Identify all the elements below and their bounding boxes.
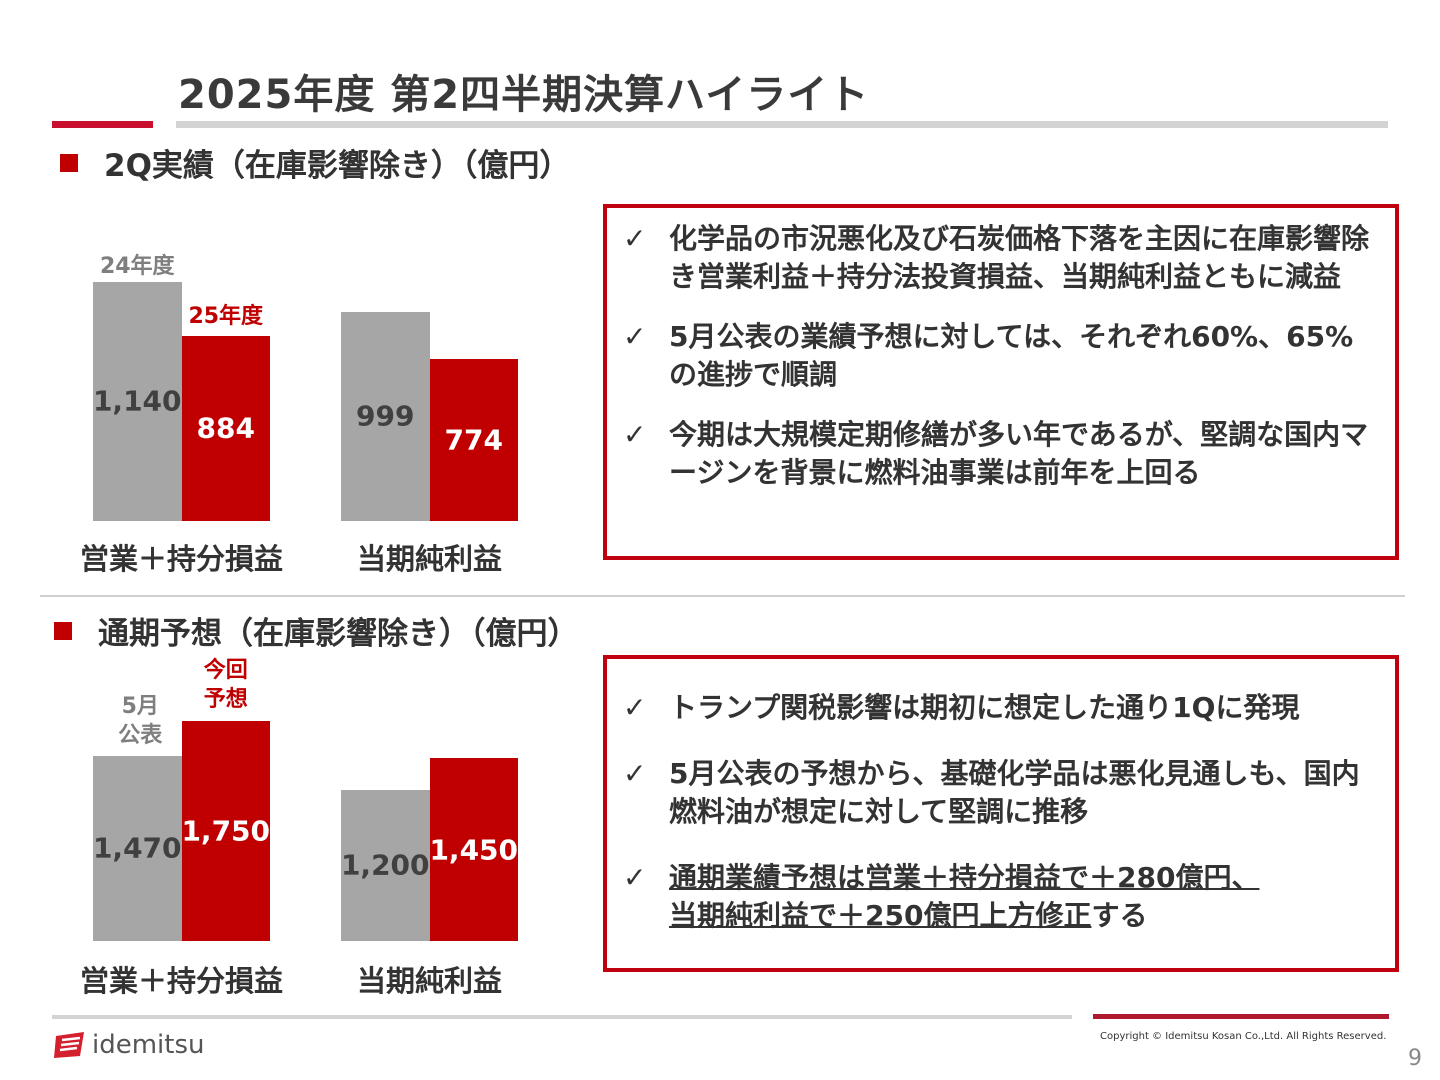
bar-charts: 1,140 884 営業＋持分損益 999 774 当期純利益 24年度 25年度 1,470 1… — [0, 0, 600, 1080]
legend-label-line: 5月 — [121, 694, 159, 719]
title-accent-bar — [52, 121, 153, 128]
legend-label: 今回 予想 — [176, 656, 276, 714]
legend-label: 5月公表 — [90, 692, 190, 750]
bar — [429, 358, 518, 521]
page-number: 9 — [1408, 1046, 1422, 1071]
bullet-item: ✓ 化学品の市況悪化及び石炭価格下落を主因に在庫影響除き営業利益＋持分法投資損益、… — [623, 220, 1375, 296]
square-bullet-icon — [60, 153, 78, 172]
bullet-item: ✓ 5月公表の予想から、基礎化学品は悪化見通しも、国内燃料油が想定に対して堅調に推… — [623, 755, 1375, 831]
check-icon: ✓ — [623, 418, 647, 451]
bar — [93, 755, 182, 941]
bar — [341, 789, 430, 941]
check-icon: ✓ — [623, 222, 647, 255]
data-label: 999 — [356, 399, 415, 433]
data-label: 1,750 — [181, 814, 271, 848]
bar — [181, 335, 270, 521]
category-label: 当期純利益 — [356, 964, 502, 998]
bullet-item: ✓ トランプ関税影響は期初に想定した通り1Qに発現 — [623, 689, 1375, 727]
bullet-text: 5月公表の予想から、基礎化学品は悪化見通しも、国内燃料油が想定に対して堅調に推移 — [669, 757, 1360, 828]
footer-accent-line — [1093, 1014, 1389, 1019]
page-title: 2025年度 第2四半期決算ハイライト — [178, 72, 870, 118]
legend-label-line: 予想 — [203, 687, 248, 712]
underlined-text: 通期業績予想は営業＋持分損益で＋280億円、 — [669, 861, 1260, 894]
check-icon: ✓ — [623, 691, 647, 724]
data-label: 1,200 — [340, 848, 430, 882]
idemitsu-logo: idemitsu — [52, 1030, 205, 1060]
bullet-item: ✓ 今期は大規模定期修繕が多い年であるが、堅調な国内マージンを背景に燃料油事業は前… — [623, 416, 1375, 492]
logo-text: idemitsu — [92, 1030, 205, 1060]
bullet-text: 通期業績予想は営業＋持分損益で＋280億円、 当期純利益で＋250億円上方修正する — [669, 859, 1259, 935]
data-label: 884 — [196, 411, 255, 445]
underlined-text: 当期純利益で＋250億円上方修正 — [669, 899, 1092, 932]
section-heading-2q: 2Q実績（在庫影響除き）（億円） — [60, 140, 570, 185]
legend-label-line: 今回 — [203, 658, 248, 683]
bullet-text: 化学品の市況悪化及び石炭価格下落を主因に在庫影響除き営業利益＋持分法投資損益、当… — [669, 222, 1370, 293]
footer-line — [52, 1015, 1072, 1019]
highlights-box-2q: ✓ 化学品の市況悪化及び石炭価格下落を主因に在庫影響除き営業利益＋持分法投資損益、… — [603, 204, 1399, 560]
title-underline — [176, 121, 1388, 128]
category-label: 営業＋持分損益 — [79, 964, 283, 998]
bullet-text: 5月公表の業績予想に対しては、それぞれ60%、65%の進捗で順調 — [669, 320, 1354, 391]
bar — [429, 758, 518, 941]
bullet-text: 今期は大規模定期修繕が多い年であるが、堅調な国内マージンを背景に燃料油事業は前年… — [669, 418, 1369, 489]
legend-label: 25年度 — [188, 304, 264, 329]
copyright: Copyright © Idemitsu Kosan Co.,Ltd. All … — [1100, 1031, 1387, 1042]
check-icon: ✓ — [623, 320, 647, 353]
bullet-text-tail: する — [1091, 899, 1148, 932]
legend-label: 24年度 — [99, 254, 175, 279]
bar — [181, 720, 270, 941]
data-label: 774 — [444, 423, 503, 457]
bar — [93, 281, 182, 521]
check-icon: ✓ — [623, 757, 647, 790]
data-label: 1,140 — [92, 384, 182, 418]
data-label: 1,470 — [92, 831, 182, 865]
square-bullet-icon — [54, 621, 72, 640]
data-label: 1,450 — [429, 833, 519, 867]
highlights-box-forecast: ✓ トランプ関税影響は期初に想定した通り1Qに発現 ✓ 5月公表の予想から、基礎化学… — [603, 655, 1399, 972]
category-label: 当期純利益 — [356, 542, 502, 576]
bullet-item: ✓ 5月公表の業績予想に対しては、それぞれ60%、65%の進捗で順調 — [623, 318, 1375, 394]
bar — [341, 311, 430, 521]
category-label: 営業＋持分損益 — [79, 542, 283, 576]
section-heading-text: 通期予想（在庫影響除き）（億円） — [98, 616, 579, 652]
section-heading-text: 2Q実績（在庫影響除き）（億円） — [104, 148, 571, 184]
bullet-item: ✓ 通期業績予想は営業＋持分損益で＋280億円、 当期純利益で＋250億円上方修正す… — [623, 859, 1375, 935]
section-heading-forecast: 通期予想（在庫影響除き）（億円） — [54, 608, 579, 653]
check-icon: ✓ — [623, 861, 647, 894]
bullet-text: トランプ関税影響は期初に想定した通り1Qに発現 — [669, 691, 1300, 724]
legend-label-line: 公表 — [118, 723, 163, 748]
idemitsu-logo-icon — [54, 1032, 84, 1058]
section-divider — [40, 595, 1405, 597]
